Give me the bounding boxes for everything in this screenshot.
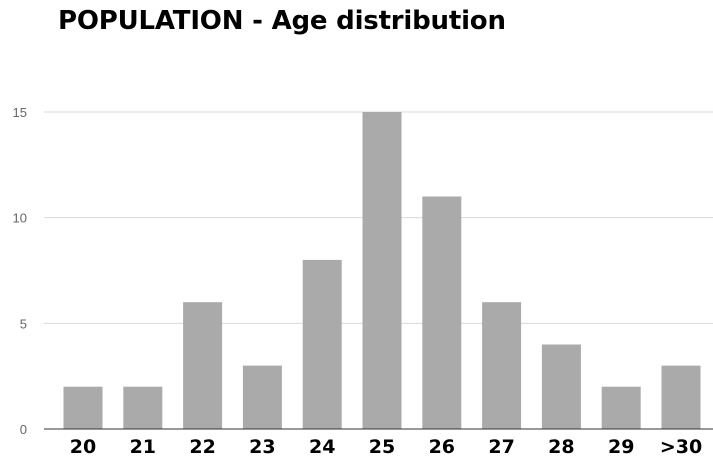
y-tick-label: 15 [13, 105, 27, 120]
x-tick-label: 28 [548, 436, 574, 457]
bar-20 [63, 386, 103, 429]
bar-25 [362, 112, 402, 429]
bar-26 [422, 196, 462, 429]
x-tick-label: 23 [249, 436, 275, 457]
x-tick-label: 26 [429, 436, 455, 457]
y-tick-label: 10 [13, 211, 27, 226]
x-tick-label: 22 [189, 436, 215, 457]
y-axis-tick-labels: 0 5 10 15 [13, 105, 27, 437]
bar-24 [302, 259, 342, 429]
bar-23 [242, 365, 282, 429]
x-tick-label: 24 [309, 436, 335, 457]
y-tick-label: 5 [20, 316, 27, 331]
bar-27 [482, 302, 522, 429]
bar-21 [123, 386, 163, 429]
bar-22 [183, 302, 223, 429]
x-tick-label: >30 [660, 436, 702, 457]
y-tick-label: 0 [20, 422, 27, 437]
bars [63, 112, 701, 429]
x-tick-label: 27 [488, 436, 514, 457]
x-axis-tick-labels: 20 21 22 23 24 25 26 27 28 29 >30 [70, 436, 702, 457]
x-tick-label: 20 [70, 436, 96, 457]
bar-28 [541, 344, 581, 429]
bar->30 [661, 365, 701, 429]
bar-29 [601, 386, 641, 429]
x-tick-label: 25 [369, 436, 395, 457]
x-tick-label: 29 [608, 436, 634, 457]
chart-title: POPULATION - Age distribution [58, 6, 506, 36]
x-tick-label: 21 [130, 436, 156, 457]
